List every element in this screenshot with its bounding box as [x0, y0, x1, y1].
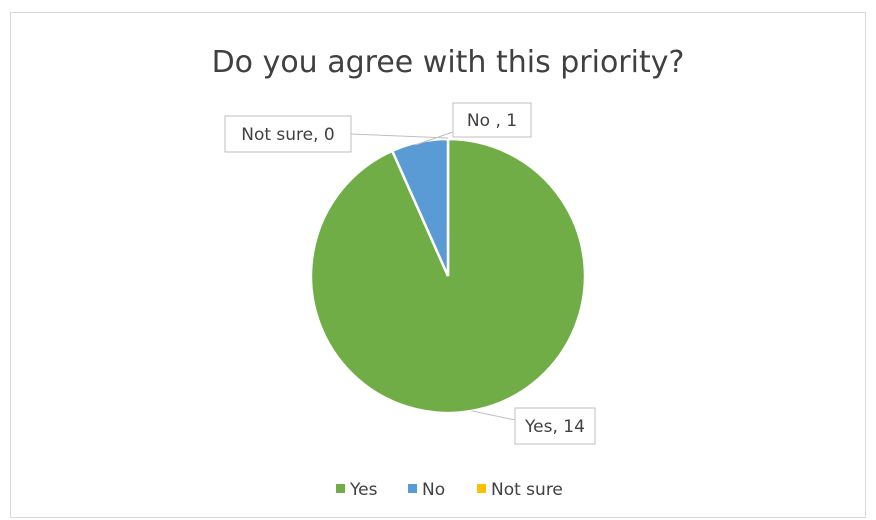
legend-swatch-no: [408, 484, 417, 493]
pie-slice-no: [390, 137, 450, 277]
data-label-box-yes: [514, 407, 596, 445]
data-label-box-not-sure: [224, 115, 352, 153]
legend-label-not-sure: Not sure: [491, 480, 563, 500]
data-label-not-sure: Not sure, 0: [241, 125, 335, 145]
data-labels: Yes, 14 No , 1 Not sure, 0: [224, 102, 596, 445]
data-label-no: No , 1: [467, 111, 517, 131]
data-label-yes: Yes, 14: [524, 417, 585, 437]
leader-lines: [350, 131, 516, 421]
leader-line-yes: [471, 410, 516, 421]
legend-label-yes: Yes: [349, 480, 378, 500]
legend: Yes No Not sure: [336, 480, 563, 500]
leader-line-not-sure: [350, 133, 449, 139]
leader-line-no: [415, 131, 454, 146]
data-label-box-no: [452, 102, 532, 138]
chart-title: Do you agree with this priority?: [212, 45, 685, 80]
pie-slices: [309, 137, 587, 415]
legend-label-no: No: [422, 480, 445, 500]
legend-swatch-yes: [336, 484, 345, 493]
legend-swatch-not-sure: [477, 484, 486, 493]
